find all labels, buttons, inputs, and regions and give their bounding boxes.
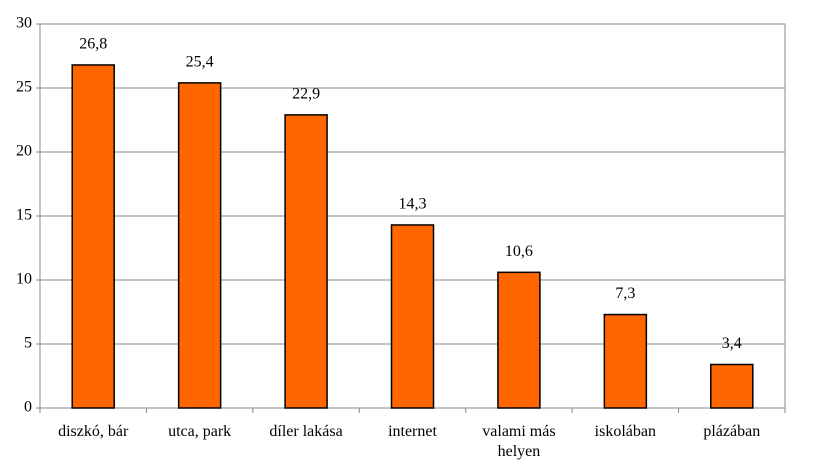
value-label: 3,4 — [722, 335, 742, 352]
x-tick-label: díler lakása — [269, 423, 343, 440]
y-tick-label: 0 — [24, 399, 32, 416]
x-tick-label: iskolában — [594, 423, 656, 440]
value-label: 25,4 — [186, 54, 214, 71]
bar — [497, 271, 541, 409]
value-label: 10,6 — [505, 243, 533, 260]
x-tick-label: valami más helyen — [482, 423, 556, 460]
value-label: 22,9 — [292, 86, 320, 103]
bar — [390, 224, 435, 409]
bar — [177, 82, 222, 409]
y-tick-label: 15 — [16, 207, 32, 224]
x-tick-label: internet — [388, 423, 437, 440]
x-tick-label: diszkó, bár — [58, 423, 129, 440]
y-tick-label: 20 — [16, 143, 32, 160]
bar — [603, 313, 648, 409]
value-label: 26,8 — [79, 36, 107, 53]
value-label: 7,3 — [615, 285, 635, 302]
bar — [710, 363, 754, 409]
bar — [71, 64, 115, 409]
x-tick-label: utca, park — [168, 423, 232, 440]
y-tick-label: 10 — [16, 271, 32, 288]
y-tick-label: 5 — [24, 335, 32, 352]
y-tick-label: 25 — [16, 79, 32, 96]
x-tick-label: plázában — [703, 423, 761, 440]
y-tick-label: 30 — [16, 15, 32, 32]
bar — [284, 114, 328, 409]
value-label: 14,3 — [399, 196, 427, 213]
